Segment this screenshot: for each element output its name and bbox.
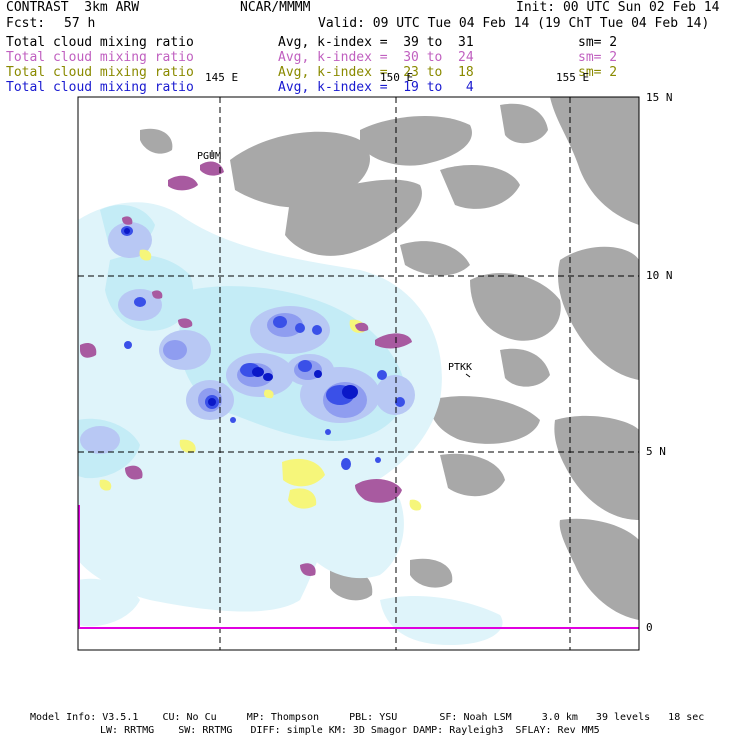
field-sm-1: sm= 2 bbox=[578, 35, 618, 50]
model-info-line-2: LW: RRTMG SW: RRTMG DIFF: simple KM: 3D … bbox=[100, 725, 600, 736]
station-ptkk-marker bbox=[465, 373, 471, 378]
field-name-2: Total cloud mixing ratio bbox=[6, 50, 194, 65]
field-name-3: Total cloud mixing ratio bbox=[6, 65, 194, 80]
field-sm-2: sm= 2 bbox=[578, 50, 618, 65]
lat-lon-grid bbox=[78, 97, 639, 650]
field-stat-3: Avg, k-index = 23 to 18 bbox=[278, 65, 474, 80]
field-stat-2: Avg, k-index = 30 to 24 bbox=[278, 50, 474, 65]
field-name-1: Total cloud mixing ratio bbox=[6, 35, 194, 50]
init-time: Init: 00 UTC Sun 02 Feb 14 bbox=[516, 0, 720, 15]
lon-label-145: 145 E bbox=[205, 71, 239, 84]
field-sm-3: sm= 2 bbox=[578, 65, 618, 80]
org-name: NCAR/MMMM bbox=[240, 0, 311, 15]
map-border bbox=[77, 96, 640, 651]
forecast-hours: 57 h bbox=[64, 16, 96, 31]
field-stat-1: Avg, k-index = 39 to 31 bbox=[278, 35, 474, 50]
field-stat-4: Avg, k-index = 19 to 4 bbox=[278, 80, 474, 95]
field-name-4: Total cloud mixing ratio bbox=[6, 80, 194, 95]
station-ptkk: PTKK bbox=[448, 362, 473, 373]
model-name: CONTRAST 3km ARW bbox=[6, 0, 140, 15]
yellow-cloud-field bbox=[99, 249, 422, 511]
forecast-label: Fcst: bbox=[6, 16, 46, 31]
lon-label-150: 150 E bbox=[380, 71, 414, 84]
blue-cloud-cores bbox=[121, 226, 405, 470]
lat-label-15n: 15 N bbox=[646, 91, 673, 104]
pink-cloud-field bbox=[80, 161, 412, 576]
lat-label-5n: 5 N bbox=[646, 445, 666, 458]
station-pgum: PGUM bbox=[197, 151, 222, 162]
valid-time: Valid: 09 UTC Tue 04 Feb 14 (19 ChT Tue … bbox=[318, 16, 710, 31]
lon-label-155: 155 E bbox=[556, 71, 590, 84]
lat-label-0: 0 bbox=[646, 621, 653, 634]
model-info-line-1: Model Info: V3.5.1 CU: No Cu MP: Thompso… bbox=[30, 712, 705, 723]
gray-cloud-field bbox=[78, 97, 639, 620]
lat-label-10n: 10 N bbox=[646, 269, 673, 282]
